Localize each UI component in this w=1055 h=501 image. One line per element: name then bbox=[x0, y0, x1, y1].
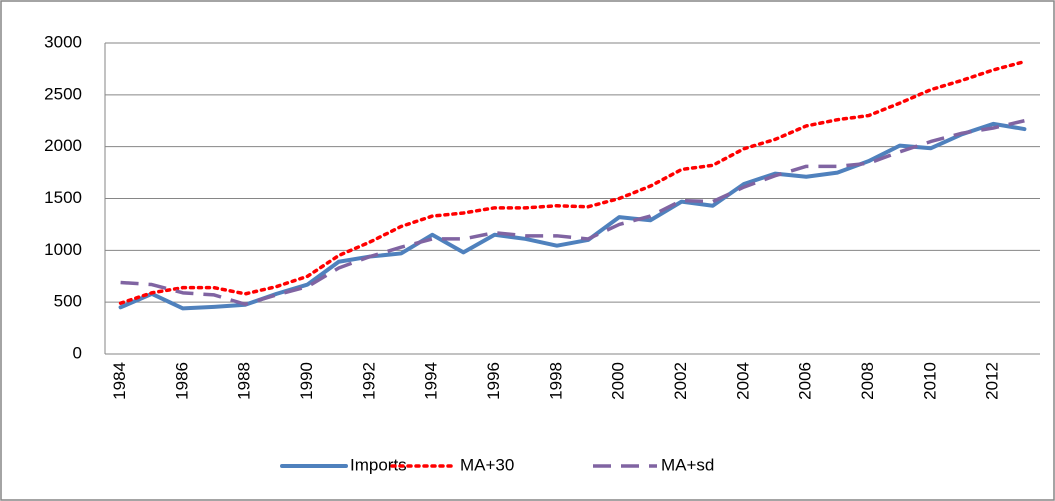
x-tick-label: 1992 bbox=[359, 362, 378, 400]
series-line bbox=[118, 59, 1027, 305]
x-tick-label: 2012 bbox=[983, 362, 1002, 400]
y-tick-label: 500 bbox=[54, 292, 82, 311]
x-tick-label: 1986 bbox=[172, 362, 191, 400]
y-tick-label: 1000 bbox=[44, 240, 82, 259]
x-tick-label: 2004 bbox=[733, 362, 752, 400]
x-tick-label: 1988 bbox=[235, 362, 254, 400]
legend-label: MA+30 bbox=[460, 455, 514, 474]
x-tick-label: 1998 bbox=[546, 362, 565, 400]
x-tick-label: 2002 bbox=[671, 362, 690, 400]
x-tick-label: 1996 bbox=[484, 362, 503, 400]
x-tick-label: 2008 bbox=[858, 362, 877, 400]
x-tick-label: 2006 bbox=[796, 362, 815, 400]
series-line bbox=[120, 119, 1025, 306]
x-tick-label: 1990 bbox=[297, 362, 316, 400]
legend-label: MA+sd bbox=[661, 455, 714, 474]
legend-label: Imports bbox=[350, 455, 407, 474]
x-tick-label: 1984 bbox=[110, 362, 129, 400]
y-tick-label: 2000 bbox=[44, 136, 82, 155]
y-tick-label: 0 bbox=[73, 343, 82, 362]
x-tick-label: 2000 bbox=[609, 362, 628, 400]
y-tick-label: 1500 bbox=[44, 188, 82, 207]
x-tick-label: 1994 bbox=[422, 362, 441, 400]
y-tick-label: 3000 bbox=[44, 32, 82, 51]
x-tick-label: 2010 bbox=[920, 362, 939, 400]
y-tick-label: 2500 bbox=[44, 84, 82, 103]
